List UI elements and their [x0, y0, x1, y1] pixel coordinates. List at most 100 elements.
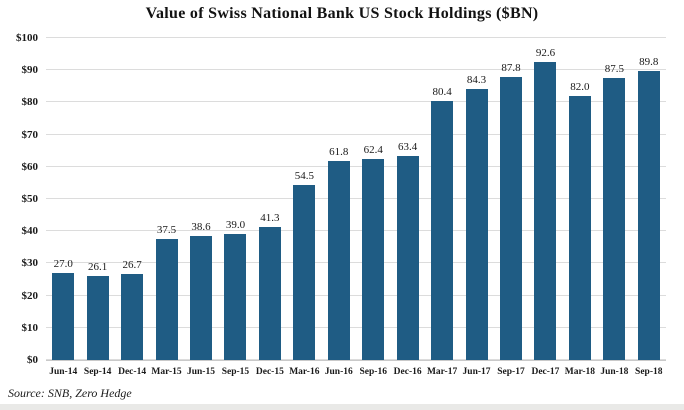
x-axis-tick-label: Jun-14 [49, 367, 78, 377]
x-axis-tick-label: Sep-15 [221, 367, 250, 377]
bar [499, 77, 522, 360]
bar [121, 274, 144, 360]
bar-value-label: 54.5 [294, 169, 314, 182]
bar-value-label: 37.5 [156, 224, 177, 237]
x-axis-tick-label: Sep-17 [497, 367, 525, 377]
bar-slot: 54.5 Mar-16 [287, 38, 321, 377]
gridline [46, 69, 666, 71]
gridline [46, 262, 666, 264]
gridline [46, 198, 666, 199]
bar [431, 101, 454, 360]
y-axis-tick-label: $70 [21, 128, 39, 141]
gridline [46, 133, 666, 135]
bar [568, 95, 591, 360]
y-axis-tick-label: $0 [27, 354, 38, 366]
bar-slot: 82.0 Mar-18 [563, 38, 597, 377]
bar-slot: 84.3 Jun-17 [459, 38, 493, 377]
bar [258, 227, 281, 360]
bar [465, 88, 488, 360]
bar-value-label: 92.6 [535, 46, 556, 59]
bar-slot: 63.4 Dec-16 [390, 38, 424, 377]
y-axis-tick-label: $60 [21, 160, 39, 173]
x-axis-tick-label: Dec-17 [531, 367, 560, 377]
gridline [46, 230, 666, 232]
bar-value-label: 87.5 [604, 63, 624, 76]
x-axis-tick-label: Dec-16 [393, 367, 422, 377]
bar [86, 275, 109, 360]
bar [396, 155, 419, 360]
bar-value-label: 61.8 [329, 146, 349, 159]
bar-value-label: 39.0 [225, 219, 246, 232]
bar [327, 161, 350, 360]
bar [52, 273, 75, 360]
gridline [46, 294, 666, 296]
bar [637, 70, 660, 360]
x-axis-tick-label: Dec-15 [255, 367, 284, 377]
x-axis-tick-label: Mar-15 [151, 367, 182, 377]
x-axis-line [46, 360, 666, 361]
bar [293, 184, 316, 360]
y-axis-tick-label: $100 [16, 32, 38, 44]
x-axis-tick-label: Jun-17 [462, 367, 491, 377]
y-axis-tick-label: $90 [21, 64, 39, 77]
bar-slot: 61.8 Jun-16 [322, 38, 356, 377]
y-axis-tick-label: $10 [21, 321, 39, 334]
bar [534, 61, 557, 360]
y-axis-tick-label: $20 [21, 289, 39, 302]
bar-value-label: 26.1 [88, 260, 108, 273]
gridline [46, 165, 666, 167]
x-axis-tick-label: Sep-18 [635, 367, 663, 377]
x-axis-tick-label: Mar-16 [289, 367, 320, 377]
bar-value-label: 63.4 [398, 140, 418, 153]
y-axis-tick-label: $30 [21, 257, 39, 270]
y-axis-tick-label: $50 [21, 193, 39, 205]
bar-value-label: 26.7 [122, 259, 142, 272]
x-axis-tick-label: Sep-16 [359, 367, 387, 377]
bar-slot: 39.0 Sep-15 [218, 38, 252, 377]
bar-slot: 26.1 Sep-14 [80, 38, 114, 377]
bar-slot: 80.4 Mar-17 [425, 38, 459, 377]
gridline [46, 37, 666, 38]
bar-value-label: 89.8 [639, 55, 659, 68]
y-axis-tick-label: $80 [21, 96, 39, 109]
x-axis-tick-label: Mar-18 [564, 367, 595, 377]
bar [224, 234, 247, 360]
x-axis-tick-label: Jun-16 [324, 367, 353, 377]
chart-title: Value of Swiss National Bank US Stock Ho… [145, 5, 539, 22]
bar [603, 78, 626, 360]
bar-value-label: 80.4 [432, 86, 452, 99]
source-note: Source: SNB, Zero Hedge [8, 386, 132, 400]
bar-value-label: 82.0 [570, 80, 590, 93]
bar-slot: 62.4 Sep-16 [356, 38, 390, 377]
x-axis-tick-label: Jun-18 [600, 367, 629, 377]
bar-slot: 89.8 Sep-18 [632, 38, 666, 377]
gridline [46, 101, 666, 103]
x-axis-tick-label: Jun-15 [186, 367, 215, 377]
bottom-strip [0, 404, 684, 410]
y-axis-tick-label: $40 [21, 225, 39, 238]
gridline [46, 326, 666, 328]
bar-value-label: 87.8 [501, 62, 521, 75]
bar [362, 159, 385, 360]
bar-value-label: 27.0 [53, 258, 73, 271]
x-axis-tick-label: Dec-14 [118, 367, 147, 377]
bar [189, 235, 212, 360]
x-axis-tick-label: Mar-17 [426, 367, 458, 377]
bar-slot: 38.6 Jun-15 [184, 38, 218, 377]
bar-value-label: 41.3 [260, 212, 280, 225]
bar-slot: 37.5 Mar-15 [149, 38, 183, 377]
bar-value-label: 62.4 [363, 144, 383, 157]
x-axis-tick-label: Sep-14 [83, 367, 112, 377]
bar-slot: 26.7 Dec-14 [115, 38, 149, 377]
bar-slot: 27.0 Jun-14 [46, 38, 80, 377]
bar-slot: 87.5 Jun-18 [597, 38, 631, 377]
gridline [46, 359, 666, 360]
bar-slot: 92.6 Dec-17 [528, 38, 562, 377]
bar-value-label: 84.3 [466, 73, 487, 86]
bar [155, 239, 178, 360]
bar-value-label: 38.6 [191, 220, 211, 233]
bar-slot: 87.8 Sep-17 [494, 38, 528, 377]
plot-area: $0 $10 $20 $30 $40 $50 $60 $70 $80 $90 $100 27.0 Jun… [16, 32, 666, 377]
bar-slot: 41.3 Dec-15 [253, 38, 287, 377]
